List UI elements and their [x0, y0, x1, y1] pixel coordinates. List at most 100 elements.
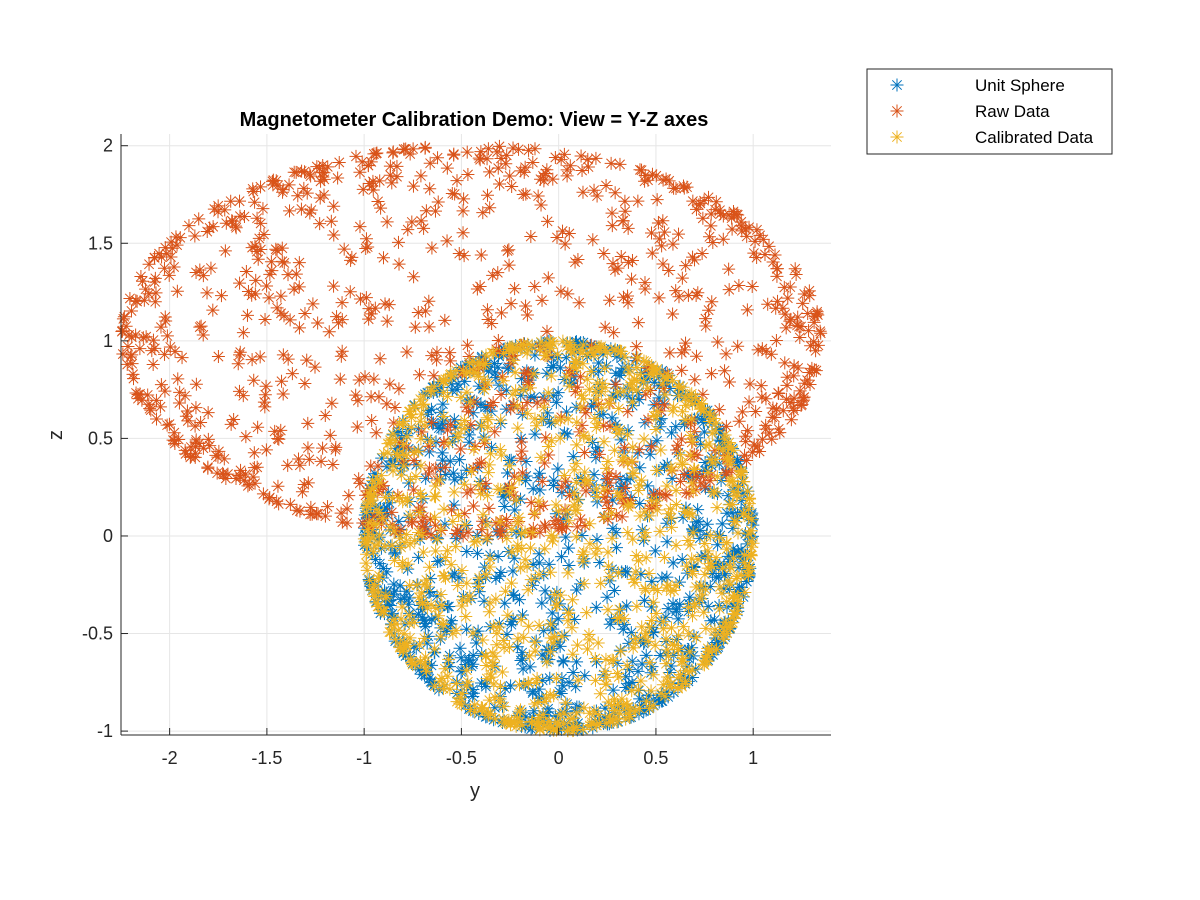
data-point — [469, 636, 483, 650]
data-point — [611, 261, 625, 275]
data-point — [424, 658, 438, 672]
data-point — [589, 482, 603, 496]
data-point — [555, 522, 569, 536]
data-point — [677, 468, 691, 482]
data-point — [480, 532, 494, 546]
data-point — [730, 569, 744, 583]
data-point — [481, 466, 495, 480]
data-point — [516, 608, 529, 622]
data-point — [520, 406, 534, 420]
data-point — [576, 185, 590, 199]
data-point — [492, 349, 506, 363]
data-point — [376, 561, 390, 575]
data-point — [470, 282, 484, 296]
data-point — [435, 617, 449, 631]
data-point — [598, 664, 612, 678]
data-point — [281, 458, 295, 472]
data-point — [487, 677, 501, 691]
data-point — [528, 427, 542, 441]
data-point — [256, 202, 270, 216]
data-point — [500, 531, 514, 545]
data-point — [744, 534, 758, 548]
data-point — [216, 466, 230, 480]
data-point — [697, 658, 711, 672]
data-point — [732, 414, 746, 428]
data-point — [701, 641, 715, 655]
data-point — [588, 411, 602, 425]
data-point — [777, 280, 791, 294]
data-point — [532, 682, 546, 696]
data-point — [446, 435, 460, 449]
data-point — [569, 457, 583, 471]
data-point — [516, 188, 530, 202]
data-point — [512, 142, 526, 156]
data-point — [661, 690, 675, 704]
data-point — [734, 543, 748, 557]
data-point — [705, 426, 719, 440]
data-point — [418, 418, 432, 432]
data-point — [449, 677, 463, 691]
data-point — [599, 179, 613, 193]
data-point — [733, 550, 747, 564]
data-point — [262, 291, 276, 305]
data-point — [710, 501, 724, 515]
data-point — [172, 396, 186, 410]
data-point — [189, 440, 203, 454]
data-point — [538, 695, 552, 709]
grid — [121, 134, 831, 735]
data-point — [334, 349, 348, 363]
data-point — [770, 269, 784, 283]
data-point — [546, 337, 560, 351]
data-point — [744, 549, 758, 563]
data-point — [376, 512, 390, 526]
data-point — [447, 147, 461, 161]
data-point — [416, 492, 430, 506]
data-point — [468, 439, 482, 453]
data-point — [716, 561, 730, 575]
data-point — [420, 636, 434, 650]
data-point — [656, 173, 670, 187]
data-point — [601, 603, 615, 617]
data-point — [134, 269, 148, 283]
data-point — [604, 506, 618, 520]
data-point — [498, 596, 512, 610]
data-point — [370, 517, 384, 531]
data-point — [770, 262, 784, 276]
data-point — [422, 294, 436, 308]
data-point — [549, 671, 563, 685]
data-point — [720, 595, 734, 609]
data-point — [675, 363, 689, 377]
data-point — [551, 612, 565, 626]
data-point — [740, 537, 754, 551]
data-point — [621, 526, 635, 540]
data-point — [390, 159, 404, 173]
data-point — [583, 537, 597, 551]
data-point — [695, 246, 709, 260]
data-point — [473, 457, 487, 471]
data-point — [701, 465, 715, 479]
data-point — [373, 174, 387, 188]
data-point — [699, 319, 713, 333]
data-point — [498, 715, 512, 729]
data-point — [405, 514, 419, 528]
data-point — [546, 172, 560, 186]
data-point — [589, 420, 603, 434]
data-point — [123, 350, 137, 364]
data-point — [377, 502, 391, 516]
data-point — [249, 273, 263, 287]
data-point — [578, 519, 592, 533]
data-point — [643, 656, 657, 670]
data-point — [807, 363, 821, 377]
data-point — [401, 557, 415, 571]
data-point — [551, 386, 565, 400]
data-point — [644, 684, 658, 698]
data-point — [698, 455, 712, 469]
data-point — [702, 550, 716, 564]
data-point — [689, 483, 703, 497]
data-point — [652, 695, 666, 709]
data-point — [421, 404, 435, 418]
data-point — [646, 699, 660, 713]
data-point — [501, 244, 515, 258]
data-point — [600, 495, 614, 509]
data-point — [414, 500, 428, 514]
